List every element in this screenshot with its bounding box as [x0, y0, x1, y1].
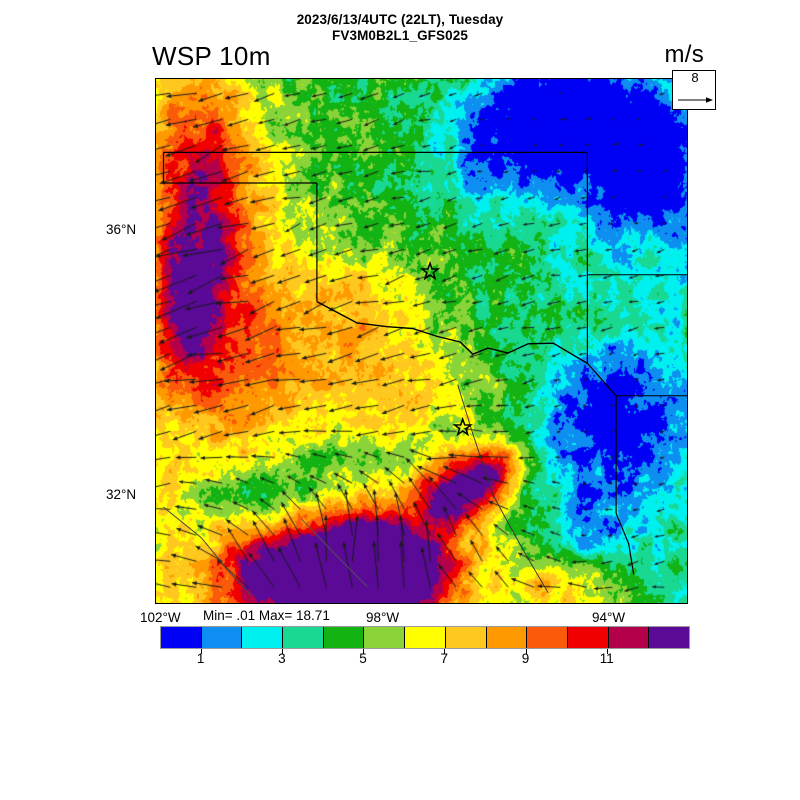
colorbar-cell-3	[283, 627, 324, 648]
reference-vector-key: 8	[672, 70, 716, 110]
right-arrow-icon	[678, 97, 713, 103]
border-line	[163, 506, 252, 597]
colorbar-tick-label: 3	[278, 651, 286, 666]
colorbar-tick-label: 5	[359, 651, 367, 666]
border-line	[316, 300, 588, 365]
field-label: WSP 10m	[152, 41, 271, 71]
reference-vector-value: 8	[691, 70, 699, 85]
lat-label-36n: 36°N	[106, 222, 137, 237]
units-label: m/s	[664, 41, 704, 68]
colorbar-cell-10	[567, 627, 609, 648]
colorbar-cell-11	[608, 627, 650, 648]
colorbar-cell-1	[201, 627, 243, 648]
min-max-stats-label: Min= .01 Max= 18.71	[203, 608, 330, 623]
colorbar-cell-6	[405, 627, 446, 648]
station-marker-north	[419, 260, 441, 281]
colorbar-cell-8	[486, 627, 528, 648]
border-line	[457, 384, 549, 594]
colorbar-tick	[606, 649, 608, 654]
colorbar-tick-labels: 1 3 5 7 9 11	[160, 651, 688, 671]
colorbar-cell-9	[527, 627, 568, 648]
colorbar-tick-label: 1	[196, 651, 205, 666]
map-plot-area[interactable]	[155, 78, 688, 604]
colorbar-tick	[363, 649, 365, 654]
colorbar-cell-4	[323, 627, 365, 648]
colorbar[interactable]	[160, 626, 690, 649]
colorbar-tick-label: 7	[440, 651, 449, 666]
colorbar-tick	[444, 649, 446, 654]
colorbar-cell-2	[242, 627, 284, 648]
border-line	[301, 519, 368, 588]
wind-vector-arrows	[156, 79, 687, 603]
map-boundaries-overlay	[162, 151, 687, 597]
colorbar-cell-0	[161, 627, 202, 648]
colorbar-tick	[200, 649, 202, 654]
chart-title-block: 2023/6/13/4UTC (22LT), Tuesday FV3M0B2L1…	[0, 12, 800, 44]
border-line	[615, 513, 635, 575]
colorbar-cell-12	[649, 627, 689, 648]
colorbar-cell-5	[364, 627, 406, 648]
title-datetime: 2023/6/13/4UTC (22LT), Tuesday	[296, 12, 504, 27]
title-model-id: FV3M0B2L1_GFS025	[332, 27, 468, 43]
lon-label-94w: 94°W	[592, 610, 626, 625]
station-marker-south	[452, 416, 473, 437]
colorbar-tick-label: 9	[521, 651, 530, 666]
lon-label-98w: 98°W	[366, 610, 400, 625]
colorbar-ticks	[160, 649, 688, 665]
colorbar-tick	[281, 649, 283, 654]
colorbar-tick-label: 11	[599, 651, 614, 666]
colorbar-tick	[525, 649, 527, 654]
border-line	[586, 363, 617, 397]
lon-label-102w: 102°W	[140, 610, 181, 625]
colorbar-cell-7	[445, 627, 487, 648]
lat-label-32n: 32°N	[106, 487, 137, 502]
